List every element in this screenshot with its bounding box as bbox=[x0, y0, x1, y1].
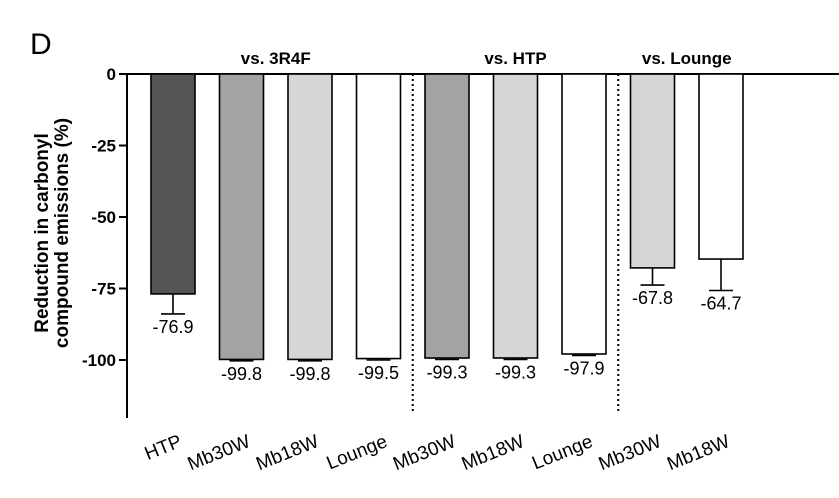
data-label: -99.3 bbox=[426, 362, 467, 382]
category-label: Mb30W bbox=[185, 431, 254, 475]
category-label: Mb18W bbox=[664, 431, 733, 475]
data-label: -64.7 bbox=[700, 294, 741, 314]
data-label: -99.8 bbox=[221, 364, 262, 384]
category-label: Lounge bbox=[324, 431, 391, 474]
data-label: -99.5 bbox=[358, 363, 399, 383]
category-label: Mb18W bbox=[459, 431, 528, 475]
bar bbox=[629, 73, 676, 269]
y-axis-title-line-1: Reduction in carbonyl bbox=[32, 133, 53, 333]
category-label: Mb30W bbox=[596, 431, 665, 475]
bar bbox=[150, 73, 196, 295]
bar bbox=[424, 73, 470, 359]
y-tick-label: 0 bbox=[107, 65, 116, 84]
bar bbox=[218, 73, 265, 361]
group-title: vs. HTP bbox=[484, 49, 546, 68]
panel-label: D bbox=[30, 28, 52, 61]
category-label: HTP bbox=[142, 431, 185, 465]
group-title: vs. Lounge bbox=[642, 49, 732, 68]
y-tick-label: -50 bbox=[91, 208, 116, 227]
bar bbox=[492, 73, 539, 359]
y-tick-label: -100 bbox=[82, 351, 116, 370]
data-label: -76.9 bbox=[152, 317, 193, 337]
bar bbox=[355, 73, 402, 360]
data-label: -99.3 bbox=[495, 362, 536, 382]
data-label: -97.9 bbox=[563, 358, 604, 378]
y-tick-label: -75 bbox=[91, 280, 116, 299]
bar bbox=[698, 73, 744, 260]
data-label: -99.8 bbox=[289, 364, 330, 384]
y-tick-label: -25 bbox=[91, 137, 116, 156]
bar bbox=[561, 73, 607, 355]
category-label: Mb30W bbox=[390, 431, 459, 475]
data-label: -67.8 bbox=[632, 288, 673, 308]
y-axis-title: Reduction in carbonyl compound emissions… bbox=[32, 118, 73, 348]
y-axis-title-line-2: compound emissions (%) bbox=[52, 118, 73, 348]
bar bbox=[287, 73, 333, 361]
category-label: Lounge bbox=[529, 431, 596, 474]
group-title: vs. 3R4F bbox=[241, 49, 311, 68]
category-label: Mb18W bbox=[253, 431, 322, 475]
